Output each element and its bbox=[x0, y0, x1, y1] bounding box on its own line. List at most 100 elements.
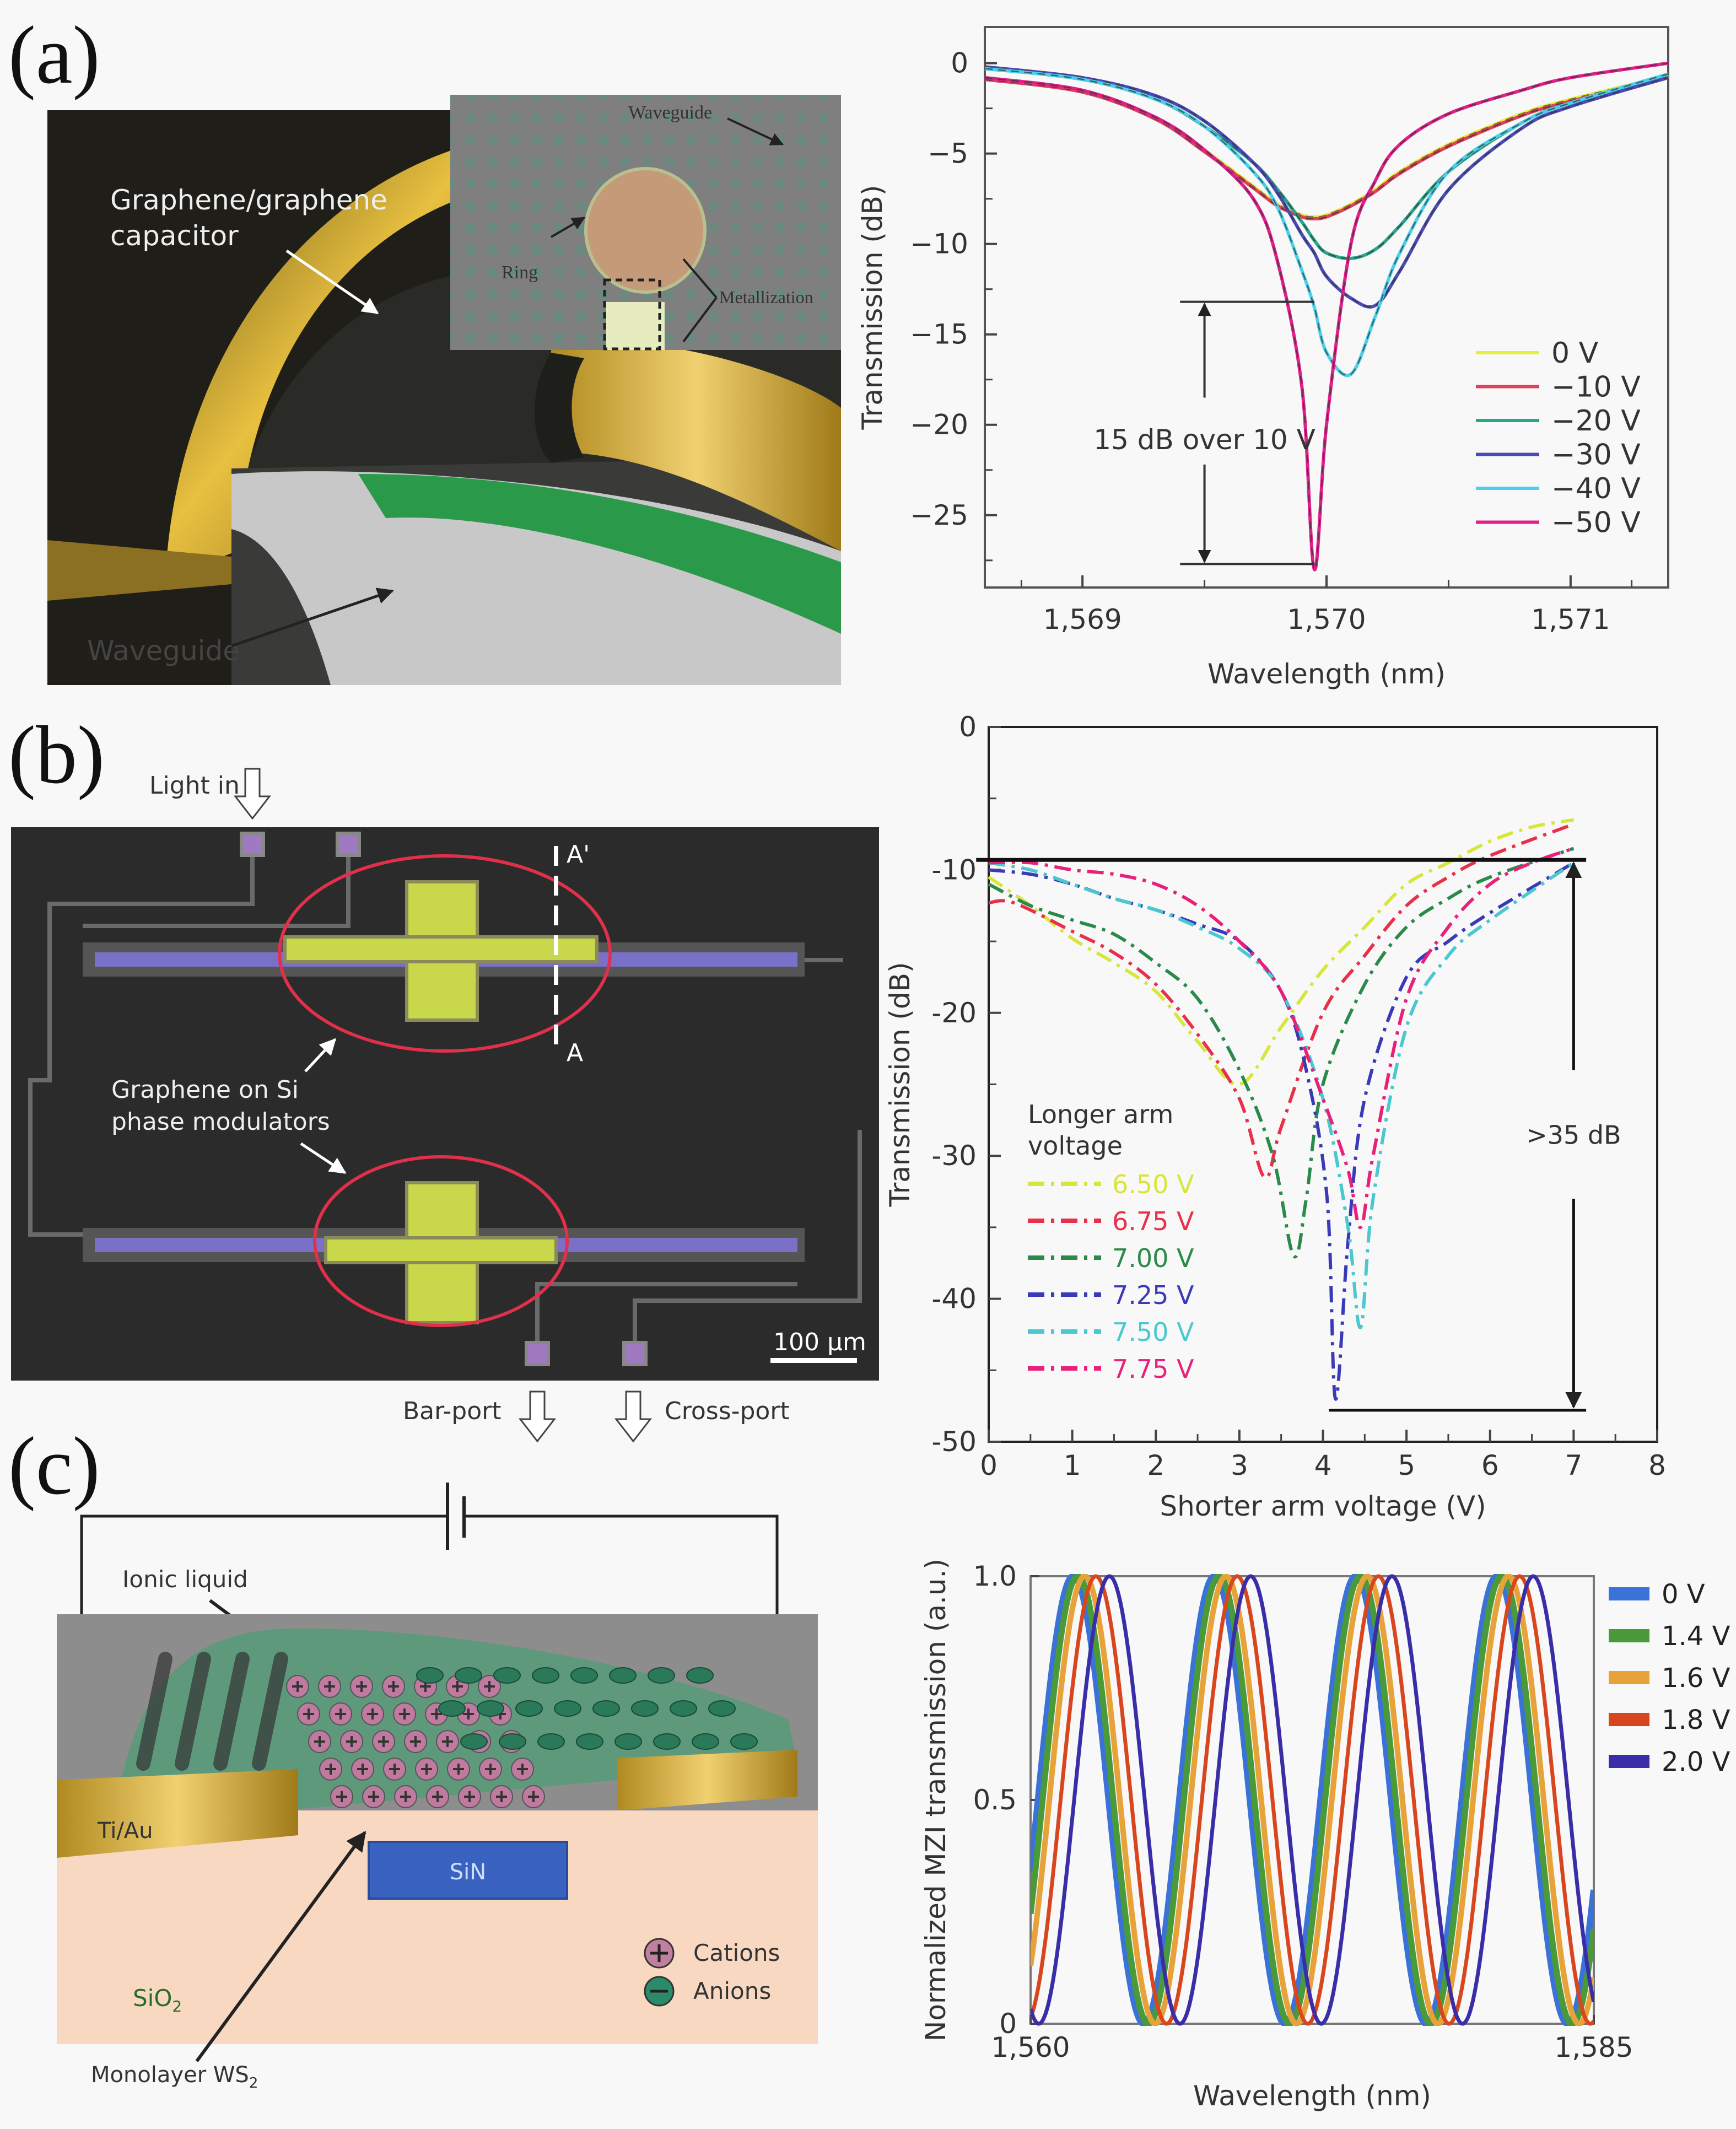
series-line-2 bbox=[984, 67, 1669, 261]
ion-chain bbox=[175, 1652, 211, 1771]
y-tick-label: −10 bbox=[910, 228, 968, 260]
legend-label: 6.50 V bbox=[1112, 1169, 1194, 1199]
inset-metallization-label: Metallization bbox=[719, 287, 813, 307]
x-axis-label: Wavelength (nm) bbox=[1193, 2080, 1431, 2112]
cation-plus-icon bbox=[388, 1681, 399, 1692]
legend-label: 0 V bbox=[1662, 1579, 1705, 1610]
cation-plus-icon bbox=[484, 1681, 495, 1692]
chip-micrograph-b: Light in A' A Graphene on Si pha bbox=[11, 768, 879, 1443]
anion-icon bbox=[455, 1667, 482, 1684]
series-line-0 bbox=[984, 74, 1669, 219]
cation-plus-icon bbox=[325, 1764, 336, 1775]
legend-label: 7.25 V bbox=[1112, 1280, 1194, 1310]
cation-plus-icon bbox=[314, 1736, 325, 1747]
modulator-highlight-lower bbox=[313, 1155, 569, 1327]
light-in-label: Light in bbox=[149, 772, 240, 800]
ionic-liquid-label: Ionic liquid bbox=[122, 1566, 248, 1593]
x-axis-label: Shorter arm voltage (V) bbox=[1160, 1490, 1486, 1522]
legend-label: 7.75 V bbox=[1112, 1354, 1194, 1384]
electrode-left bbox=[57, 1769, 298, 1858]
x-tick-label: 4 bbox=[1314, 1449, 1332, 1481]
device-illustration-c: Ionic liquid SiN Ti/Au SiO2 Cations Anio… bbox=[57, 1483, 818, 2092]
legend-title: voltage bbox=[1028, 1131, 1123, 1161]
series-fit-4 bbox=[984, 68, 1669, 376]
ion-layer bbox=[136, 1652, 758, 1808]
section-a-prime-label: A' bbox=[567, 840, 590, 869]
y-tick-label: 0.5 bbox=[973, 1784, 1017, 1816]
panel-label-c: (c) bbox=[8, 1420, 100, 1512]
x-tick-label: 3 bbox=[1231, 1449, 1248, 1481]
series-line-1 bbox=[988, 822, 1575, 1180]
y-tick-label: -20 bbox=[931, 997, 977, 1029]
series-fit-5 bbox=[984, 62, 1669, 570]
y-tick-label: -10 bbox=[931, 854, 977, 886]
cation-plus-icon bbox=[400, 1791, 411, 1802]
anion-icon bbox=[477, 1700, 504, 1717]
sio2-label: SiO2 bbox=[133, 1985, 182, 2015]
legend-swatch bbox=[1609, 1671, 1649, 1684]
electrode-label: Ti/Au bbox=[97, 1818, 153, 1844]
series-line-1 bbox=[984, 76, 1669, 220]
series-fit-2 bbox=[984, 68, 1669, 260]
legend-title: Longer arm bbox=[1028, 1099, 1173, 1129]
series-line-0 bbox=[988, 818, 1574, 1086]
sin-waveguide bbox=[368, 1841, 568, 1900]
device-illustration-a: Waveguide Ring Metallization Graphene/gr… bbox=[47, 95, 841, 685]
y-tick-label: −15 bbox=[910, 319, 968, 351]
series-line-3 bbox=[1031, 1574, 1594, 2026]
cation-plus-icon bbox=[496, 1791, 507, 1802]
capacitor-label-line1: Graphene/graphene bbox=[110, 184, 387, 216]
anion-icon bbox=[493, 1667, 521, 1684]
bar-port-label: Bar-port bbox=[403, 1397, 502, 1425]
cation-plus-icon bbox=[452, 1681, 463, 1692]
y-tick-label: -30 bbox=[931, 1140, 977, 1172]
cation-plus-icon bbox=[367, 1708, 378, 1720]
inset-ring-label: Ring bbox=[502, 262, 538, 283]
legend-label: −40 V bbox=[1551, 472, 1641, 505]
cation-plus-icon bbox=[431, 1708, 442, 1720]
anion-icon bbox=[592, 1700, 620, 1717]
legend-label: 1.8 V bbox=[1662, 1705, 1730, 1735]
legend-label: 1.6 V bbox=[1662, 1663, 1730, 1694]
series-line-5 bbox=[988, 847, 1575, 1229]
x-tick-label: 1,571 bbox=[1531, 603, 1610, 635]
legend-label: 7.50 V bbox=[1112, 1317, 1194, 1347]
anion-icon bbox=[570, 1667, 598, 1684]
cation-plus-icon bbox=[464, 1791, 475, 1802]
y-axis-label: Transmission (dB) bbox=[856, 185, 888, 430]
electrode-right bbox=[617, 1750, 797, 1810]
cation-plus-icon bbox=[442, 1736, 453, 1747]
cation-plus-icon bbox=[356, 1681, 367, 1692]
capacitor-label-line2: capacitor bbox=[110, 220, 239, 252]
y-tick-label: 0 bbox=[999, 2008, 1017, 2040]
anion-icon bbox=[730, 1733, 758, 1750]
anion-icon bbox=[614, 1733, 642, 1750]
cations-label: Cations bbox=[693, 1939, 780, 1966]
y-axis-label: Transmission (dB) bbox=[884, 962, 916, 1208]
legend-label: 2.0 V bbox=[1662, 1747, 1730, 1777]
legend-swatch bbox=[1609, 1713, 1649, 1726]
ion-chain bbox=[213, 1652, 250, 1771]
cation-plus-icon bbox=[346, 1736, 357, 1747]
anion-icon bbox=[670, 1700, 697, 1717]
x-tick-label: 2 bbox=[1147, 1449, 1164, 1481]
legend-swatch bbox=[1609, 1629, 1649, 1642]
legend-label: 6.75 V bbox=[1112, 1206, 1194, 1236]
anion-icon bbox=[532, 1667, 559, 1684]
cation-plus-icon bbox=[485, 1764, 496, 1775]
legend-label: 7.00 V bbox=[1112, 1243, 1194, 1273]
sin-label: SiN bbox=[450, 1859, 486, 1885]
y-axis-label: Normalized MZI transmission (a.u.) bbox=[920, 1559, 952, 2041]
y-tick-label: -50 bbox=[931, 1426, 977, 1458]
anion-icon bbox=[692, 1733, 719, 1750]
series-line-2 bbox=[988, 847, 1575, 1259]
cation-plus-icon bbox=[378, 1736, 389, 1747]
anion-icon bbox=[648, 1667, 675, 1684]
series-line-1 bbox=[1031, 1574, 1594, 2026]
cation-plus-icon bbox=[517, 1764, 528, 1775]
x-tick-label: 8 bbox=[1648, 1449, 1666, 1481]
anion-icon bbox=[576, 1733, 603, 1750]
cation-plus-icon bbox=[389, 1764, 400, 1775]
anion-icon bbox=[499, 1733, 526, 1750]
anion-icon bbox=[631, 1700, 659, 1717]
